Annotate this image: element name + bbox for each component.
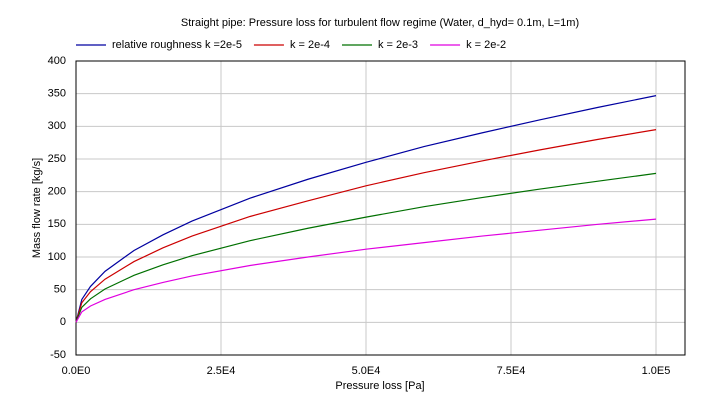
data-line: [75, 95, 657, 323]
y-tick-label: 100: [48, 251, 66, 263]
y-tick-label: 400: [48, 55, 66, 67]
legend-label: k = 2e-4: [290, 39, 330, 51]
data-line: [75, 218, 657, 323]
data-line: [75, 172, 657, 323]
legend-label: k = 2e-2: [466, 39, 506, 51]
y-tick-label: 150: [48, 218, 66, 230]
y-axis-label: Mass flow rate [kg/s]: [31, 158, 43, 258]
legend-label: relative roughness k =2e-5: [112, 39, 242, 51]
legend-label: k = 2e-3: [378, 39, 418, 51]
x-tick-label: 0.0E0: [62, 365, 91, 377]
x-tick-label: 2.5E4: [207, 365, 236, 377]
y-tick-label: 200: [48, 186, 66, 198]
y-tick-label: 50: [54, 284, 66, 296]
y-tick-label: 250: [48, 153, 66, 165]
chart-title: Straight pipe: Pressure loss for turbule…: [181, 17, 579, 29]
x-tick-label: 7.5E4: [497, 365, 526, 377]
plot-border: [75, 60, 686, 356]
y-tick-label: -50: [50, 349, 66, 361]
y-tick-label: 0: [60, 316, 66, 328]
x-axis-label: Pressure loss [Pa]: [335, 380, 424, 392]
y-tick-label: 350: [48, 88, 66, 100]
x-tick-label: 5.0E4: [352, 365, 381, 377]
y-tick-label: 300: [48, 120, 66, 132]
data-line: [75, 129, 657, 323]
x-tick-label: 1.0E5: [642, 365, 671, 377]
